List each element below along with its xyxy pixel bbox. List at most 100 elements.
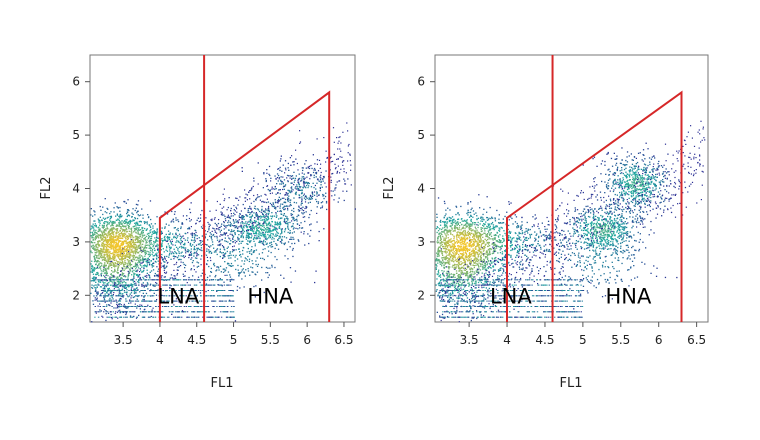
- data-point: [150, 242, 152, 244]
- data-point: [240, 216, 242, 218]
- data-point: [248, 250, 250, 253]
- data-point: [107, 290, 109, 292]
- data-point: [126, 211, 129, 213]
- data-point: [124, 236, 126, 238]
- data-point: [155, 282, 157, 284]
- data-point: [103, 255, 105, 257]
- data-point: [180, 239, 182, 242]
- data-point: [283, 242, 285, 245]
- data-point: [96, 254, 98, 257]
- data-point: [211, 300, 213, 302]
- data-point: [198, 237, 200, 239]
- data-point: [119, 273, 122, 276]
- data-point: [298, 185, 300, 187]
- data-point: [190, 290, 192, 291]
- data-point: [132, 213, 134, 215]
- data-point: [113, 263, 115, 266]
- data-point: [140, 269, 142, 271]
- data-point: [98, 228, 100, 230]
- data-point: [110, 295, 112, 297]
- data-point: [168, 254, 170, 256]
- data-point: [266, 198, 268, 200]
- data-point: [209, 235, 211, 237]
- data-point: [116, 224, 118, 226]
- data-point: [120, 259, 122, 261]
- data-point: [234, 256, 236, 258]
- data-point: [223, 224, 225, 226]
- data-point: [341, 161, 344, 163]
- data-point: [225, 269, 227, 271]
- data-point: [266, 185, 269, 187]
- data-point: [210, 233, 212, 235]
- data-point: [258, 253, 260, 255]
- data-point: [190, 202, 192, 204]
- data-point: [274, 228, 276, 230]
- data-point: [136, 212, 138, 214]
- data-point: [303, 233, 305, 235]
- data-point: [272, 234, 274, 236]
- data-point: [164, 261, 166, 263]
- data-point: [149, 271, 151, 273]
- data-point: [321, 205, 324, 207]
- data-point: [273, 215, 276, 217]
- data-point: [166, 290, 168, 291]
- data-point: [162, 240, 164, 242]
- data-point: [110, 311, 112, 313]
- data-point: [242, 229, 244, 231]
- data-point: [261, 279, 263, 281]
- data-point: [208, 249, 210, 251]
- data-point: [301, 178, 303, 180]
- data-point: [221, 290, 224, 291]
- data-point: [195, 306, 198, 307]
- data-point: [132, 247, 134, 249]
- data-point: [278, 223, 280, 225]
- data-point: [325, 150, 327, 152]
- data-point: [186, 290, 188, 291]
- data-point: [136, 270, 138, 273]
- data-point: [213, 247, 215, 249]
- data-point: [119, 225, 122, 228]
- data-point: [284, 229, 286, 231]
- data-point: [211, 300, 214, 302]
- data-point: [142, 231, 144, 234]
- data-point: [106, 217, 108, 219]
- data-point: [96, 261, 98, 263]
- data-point: [114, 246, 116, 248]
- data-point: [111, 223, 114, 225]
- data-point: [143, 285, 145, 287]
- data-point: [174, 277, 176, 279]
- data-point: [246, 215, 248, 217]
- data-point: [113, 279, 116, 281]
- data-point: [216, 316, 218, 318]
- data-point: [319, 176, 321, 178]
- data-point: [302, 169, 304, 172]
- data-point: [257, 208, 259, 210]
- data-point: [104, 269, 106, 272]
- data-point: [256, 214, 258, 216]
- data-point: [270, 235, 272, 237]
- data-point: [284, 255, 286, 257]
- data-point: [219, 248, 221, 250]
- data-point: [291, 213, 294, 216]
- data-point: [110, 217, 112, 219]
- data-point: [121, 284, 123, 286]
- data-point: [102, 238, 104, 240]
- data-point: [242, 249, 244, 252]
- data-point: [117, 256, 119, 258]
- data-point: [283, 201, 285, 204]
- data-point: [253, 212, 255, 214]
- data-point: [280, 210, 282, 213]
- data-point: [245, 235, 248, 237]
- data-point: [139, 233, 141, 236]
- data-point: [90, 251, 92, 253]
- data-point: [135, 231, 137, 233]
- data-point: [101, 219, 103, 222]
- data-point: [157, 270, 159, 272]
- data-point: [249, 252, 251, 254]
- data-point: [277, 202, 279, 204]
- data-point: [111, 290, 113, 293]
- data-point: [118, 316, 121, 318]
- data-point: [343, 171, 345, 173]
- data-point: [276, 183, 278, 185]
- data-point: [344, 183, 346, 185]
